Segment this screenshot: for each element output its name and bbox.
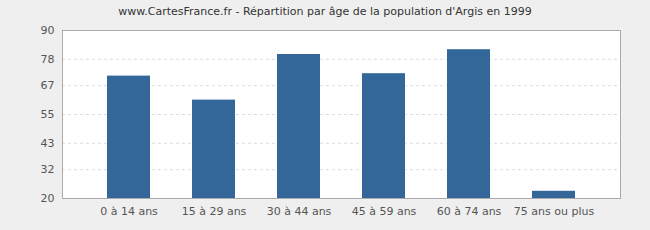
svg-text:0 à 14 ans: 0 à 14 ans (100, 205, 158, 218)
svg-text:78: 78 (41, 53, 55, 66)
svg-text:45 à 59 ans: 45 à 59 ans (352, 205, 417, 218)
svg-text:90: 90 (41, 24, 55, 37)
svg-text:60 à 74 ans: 60 à 74 ans (437, 205, 502, 218)
svg-text:67: 67 (41, 79, 55, 92)
svg-text:32: 32 (41, 163, 55, 176)
svg-text:15 à 29 ans: 15 à 29 ans (182, 205, 247, 218)
svg-text:43: 43 (41, 137, 55, 150)
html-text:www.CartesFrance.fr - Répartit: www.CartesFrance.fr - Répartition par âg… (118, 5, 532, 18)
svg-text:20: 20 (41, 192, 55, 205)
svg-text:75 ans ou plus: 75 ans ou plus (514, 205, 595, 218)
svg-text:55: 55 (41, 108, 55, 121)
svg-text:30 à 44 ans: 30 à 44 ans (267, 205, 332, 218)
